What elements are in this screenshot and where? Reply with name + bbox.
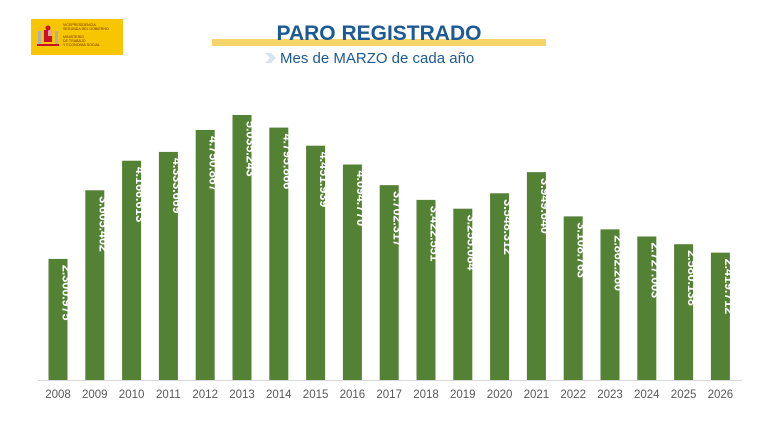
bar-2021	[526, 172, 546, 380]
logo-line: SEGUNDA DEL GOBIERNO	[63, 27, 109, 32]
x-tick-label: 2015	[303, 389, 329, 401]
x-tick-label: 2010	[119, 389, 145, 401]
x-tick-label: 2019	[450, 389, 476, 401]
bar-2017	[379, 185, 399, 380]
data-label: 3.605.402	[96, 196, 110, 252]
x-tick-label: 2025	[671, 389, 697, 401]
data-label: 4.094.770	[354, 170, 368, 226]
bar-2023	[600, 229, 620, 380]
chart-title: PARO REGISTRADO	[276, 22, 482, 45]
data-label: 3.422.551	[428, 206, 442, 262]
bar-2016	[342, 164, 362, 380]
bar-2014	[269, 127, 289, 381]
data-label: 5.035.243	[244, 121, 258, 177]
x-tick-label: 2018	[413, 389, 439, 401]
data-label: 4.333.669	[170, 158, 184, 214]
chevron-right-icon	[265, 53, 276, 63]
bar-2010	[122, 160, 142, 380]
data-label: 4.451.939	[317, 152, 331, 208]
bar-2026	[710, 252, 730, 380]
x-tick-label: 2012	[192, 389, 218, 401]
x-tick-label: 2009	[82, 389, 108, 401]
x-tick-label: 2021	[524, 389, 550, 401]
data-label: 4.750.867	[207, 136, 221, 192]
coat-of-arms-icon	[37, 25, 59, 46]
x-tick-label: 2026	[708, 389, 734, 401]
x-tick-label: 2008	[45, 389, 71, 401]
x-tick-label: 2023	[597, 389, 623, 401]
x-tick-label: 2024	[634, 389, 660, 401]
data-label: 2.300.975	[60, 265, 74, 321]
x-tick-label: 2020	[487, 389, 513, 401]
data-label: 3.702.317	[391, 191, 405, 247]
data-label: 2.727.003	[648, 242, 662, 298]
x-tick-label: 2016	[340, 389, 366, 401]
data-label: 2.862.260	[612, 235, 626, 291]
logo-text: VICEPRESIDENCIA SEGUNDA DEL GOBIERNO MIN…	[63, 23, 121, 47]
data-label: 3.949.640	[538, 178, 552, 234]
x-tick-label: 2014	[266, 389, 292, 401]
data-label: 2.580.138	[685, 250, 699, 306]
data-label: 3.255.084	[464, 215, 478, 271]
x-tick-label: 2013	[229, 389, 255, 401]
bar-2015	[306, 145, 326, 380]
bar-2020	[490, 193, 510, 380]
ministry-logo: VICEPRESIDENCIA SEGUNDA DEL GOBIERNO MIN…	[31, 19, 123, 55]
data-label: 4.166.613	[133, 167, 147, 223]
x-tick-label: 2011	[156, 389, 181, 401]
data-label: 2.419.712	[722, 259, 736, 315]
data-label: 3.548.312	[501, 199, 515, 255]
logo-line: VICEPRESIDENCIA	[63, 23, 96, 27]
bar-2022	[563, 216, 583, 380]
logo-line: Y ECONOMÍA SOCIAL	[63, 43, 100, 48]
bar-2009	[85, 190, 105, 380]
bar-2018	[416, 199, 436, 380]
bar-2019	[453, 208, 473, 380]
title-band	[212, 39, 546, 46]
bar-2008	[48, 258, 68, 380]
bar-2011	[158, 151, 178, 380]
bar-2025	[674, 244, 694, 380]
x-tick-label: 2022	[560, 389, 586, 401]
logo-line: MINISTERIO	[63, 34, 84, 39]
logo-line: DE TRABAJO	[63, 38, 86, 43]
bar-2012	[195, 129, 215, 380]
data-label: 3.108.763	[575, 222, 589, 278]
bar-2013	[232, 115, 252, 380]
bar-2024	[637, 236, 657, 380]
data-label: 4.795.866	[280, 134, 294, 190]
x-tick-label: 2017	[376, 389, 402, 401]
chart-subtitle: Mes de MARZO de cada año	[280, 50, 475, 67]
